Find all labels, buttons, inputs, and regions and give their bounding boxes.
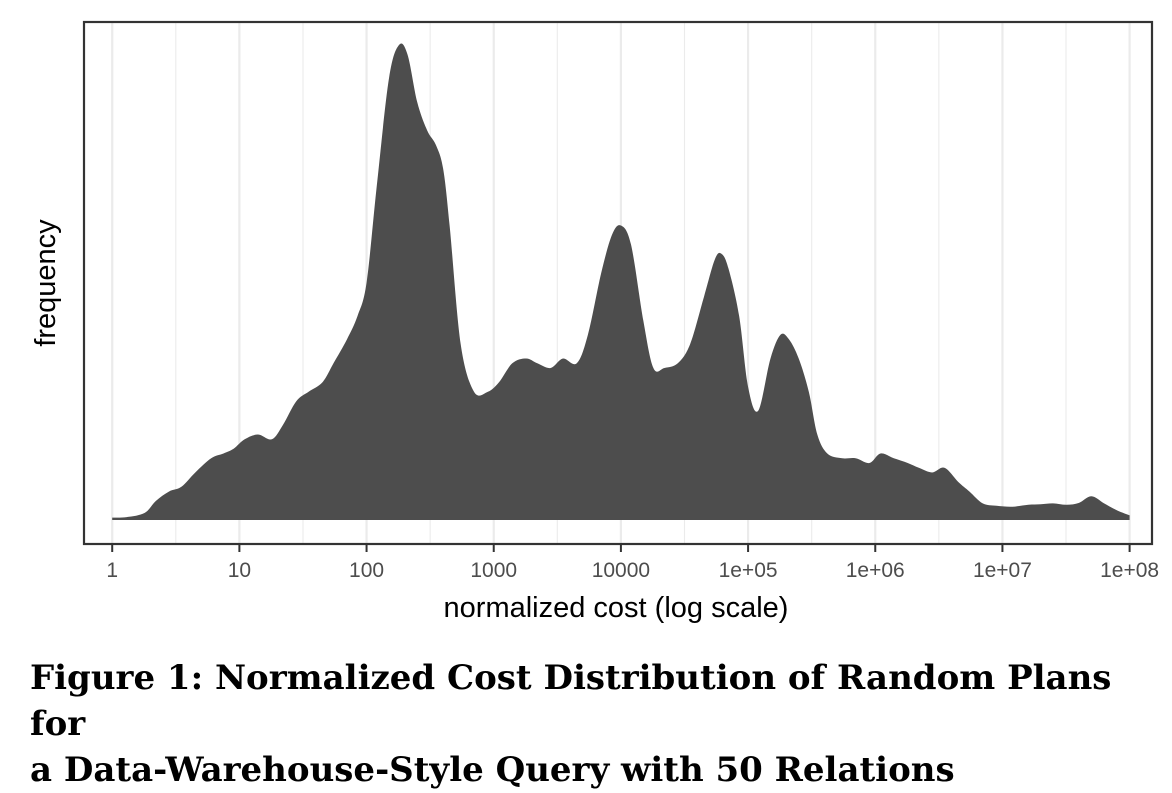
figure: 1 10 100 1000 10000 1e+05 1e+06 1e+07 1e+08 norm… (30, 20, 1159, 790)
panel-border (82, 20, 1154, 546)
x-tick-label: 10000 (592, 559, 650, 582)
caption-line-2: a Data-Warehouse-Style Query with 50 Rel… (30, 750, 955, 790)
x-axis-title: normalized cost (log scale) (444, 592, 789, 624)
density-area (112, 43, 1130, 521)
x-axis: 1 10 100 1000 10000 1e+05 1e+06 1e+07 1e+08 (106, 544, 1159, 582)
x-tick-label: 1e+06 (846, 559, 905, 582)
x-tick-label: 1000 (470, 559, 517, 582)
x-tick-label: 1e+05 (719, 559, 778, 582)
y-axis-title: frequency (30, 219, 62, 347)
x-tick-label: 1e+07 (973, 559, 1032, 582)
x-tick-label: 10 (228, 559, 251, 582)
x-tick-label: 1 (106, 559, 118, 582)
x-tick-label: 100 (349, 559, 384, 582)
figure-caption: Figure 1: Normalized Cost Distribution o… (30, 655, 1160, 793)
density-chart: 1 10 100 1000 10000 1e+05 1e+06 1e+07 1e+08 norm… (30, 20, 1159, 624)
x-tick-label: 1e+08 (1100, 559, 1159, 582)
caption-line-1: Figure 1: Normalized Cost Distribution o… (30, 658, 1112, 744)
